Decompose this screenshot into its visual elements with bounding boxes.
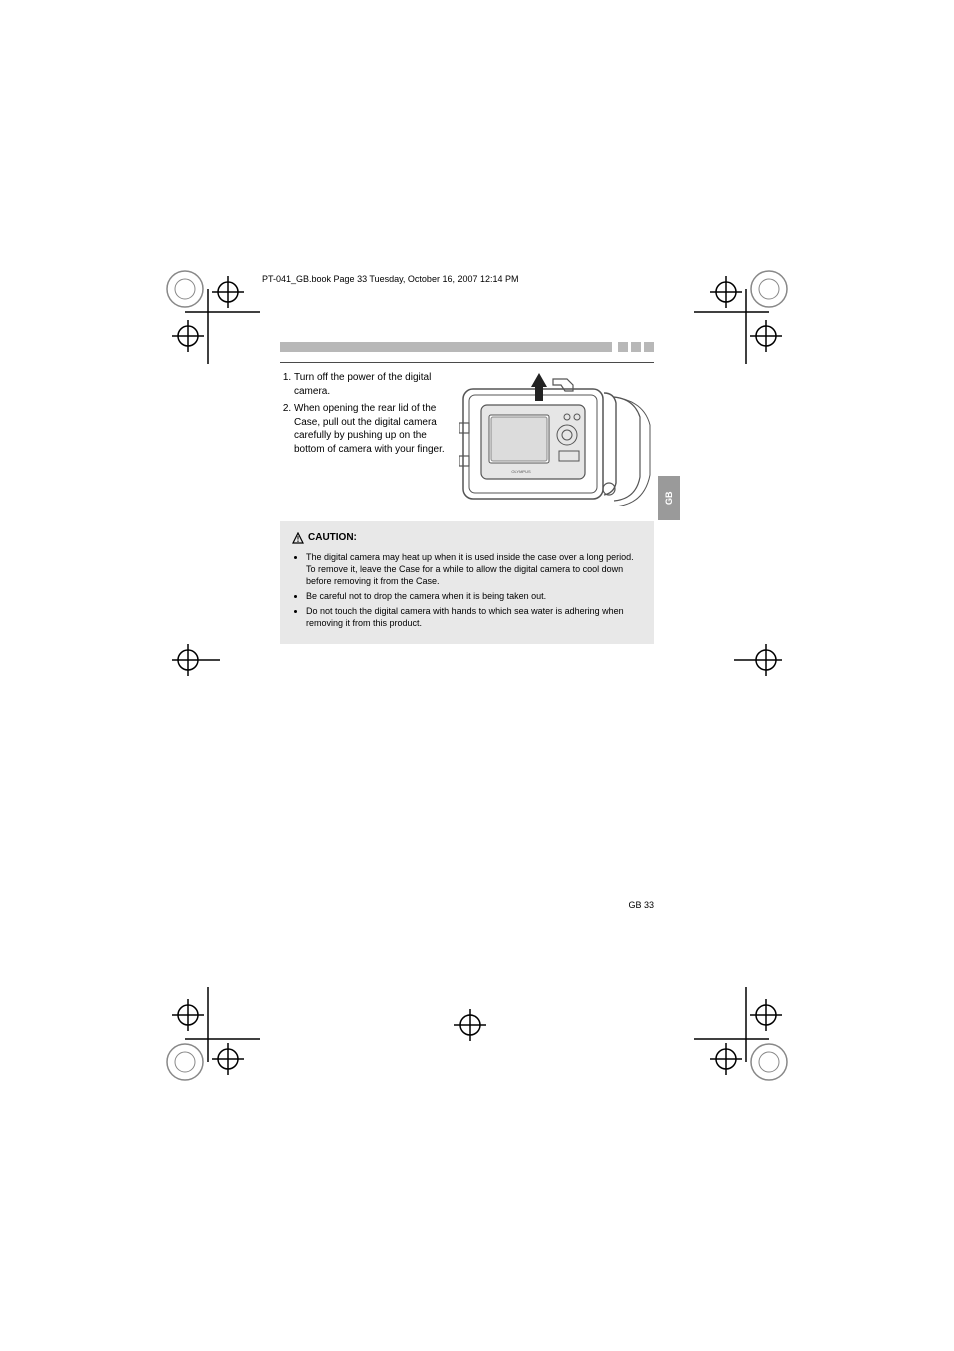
page-footer: GB 33 [280,900,654,910]
underline-rule [280,362,654,363]
body-row: Turn off the power of the digital camera… [280,371,654,511]
caution-item-2: Be careful not to drop the camera when i… [306,590,642,602]
crop-mark-ml [160,620,240,700]
page-header: PT-041_GB.book Page 33 Tuesday, October … [262,274,519,284]
header-text: PT-041_GB.book Page 33 Tuesday, October … [262,274,519,284]
crop-mark-br [664,957,794,1087]
language-tab: GB [658,476,680,520]
camera-diagram: OLYMPUS [459,371,654,511]
step-column: Turn off the power of the digital camera… [280,371,449,511]
step-2: When opening the rear lid of the Case, p… [294,402,449,456]
caution-item-1: The digital camera may heat up when it i… [306,551,642,587]
section-divider [280,342,654,352]
crop-mark-tr [664,264,794,394]
svg-text:OLYMPUS: OLYMPUS [511,469,531,474]
caution-box: CAUTION: The digital camera may heat up … [280,521,654,644]
step-1: Turn off the power of the digital camera… [294,371,449,398]
language-tab-label: GB [664,491,674,505]
caution-title: CAUTION: [308,531,357,545]
caution-item-3: Do not touch the digital camera with han… [306,605,642,629]
caution-heading: CAUTION: [292,531,642,545]
page-number: GB 33 [628,900,654,910]
crop-mark-bc [430,995,510,1055]
page-content: Turn off the power of the digital camera… [280,342,654,644]
crop-mark-bl [160,957,290,1087]
warning-icon [292,532,304,544]
crop-mark-mr [714,620,794,700]
